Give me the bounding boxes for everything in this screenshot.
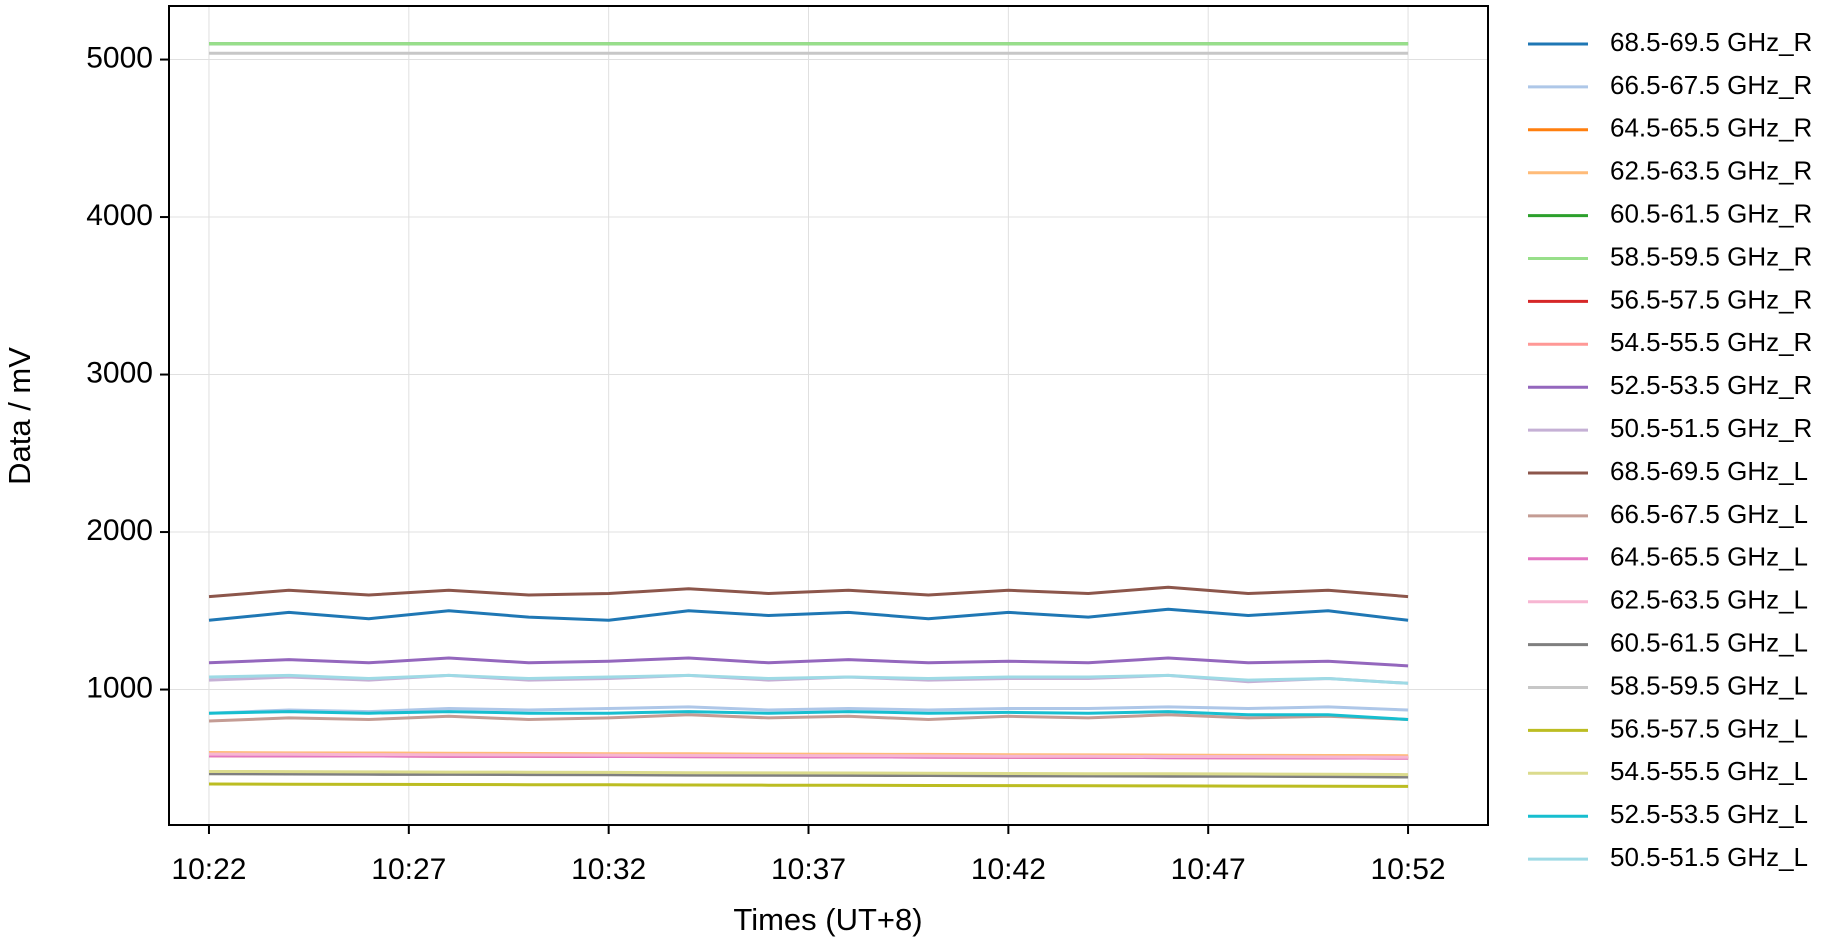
x-tick-label: 10:32 xyxy=(571,853,646,886)
legend-label: 60.5-61.5 GHz_L xyxy=(1610,627,1808,657)
y-tick-label: 1000 xyxy=(86,671,153,704)
legend-label: 68.5-69.5 GHz_R xyxy=(1610,27,1812,57)
y-axis-title: Data / mV xyxy=(2,347,37,485)
x-tick-label: 10:22 xyxy=(171,853,246,886)
x-tick-label: 10:52 xyxy=(1371,853,1446,886)
legend-label: 66.5-67.5 GHz_L xyxy=(1610,499,1808,529)
legend-label: 64.5-65.5 GHz_R xyxy=(1610,113,1812,143)
legend-label: 66.5-67.5 GHz_R xyxy=(1610,70,1812,100)
x-axis-title: Times (UT+8) xyxy=(733,902,922,937)
legend-label: 62.5-63.5 GHz_L xyxy=(1610,585,1808,615)
legend-label: 64.5-65.5 GHz_L xyxy=(1610,542,1808,572)
series-line xyxy=(208,656,1409,668)
series-line xyxy=(208,752,1409,759)
legend-label: 58.5-59.5 GHz_L xyxy=(1610,670,1808,700)
legend-label: 62.5-63.5 GHz_R xyxy=(1610,156,1812,186)
series-line xyxy=(208,673,1409,685)
legend-label: 50.5-51.5 GHz_L xyxy=(1610,842,1808,872)
series-line xyxy=(208,607,1409,622)
legend-label: 52.5-53.5 GHz_L xyxy=(1610,799,1808,829)
legend-label: 58.5-59.5 GHz_R xyxy=(1610,241,1812,271)
legend-label: 56.5-57.5 GHz_L xyxy=(1610,713,1808,743)
x-tick-label: 10:47 xyxy=(1171,853,1246,886)
series-line xyxy=(208,705,1409,715)
series-line xyxy=(208,770,1409,777)
legend-label: 50.5-51.5 GHz_R xyxy=(1610,413,1812,443)
legend-label: 60.5-61.5 GHz_R xyxy=(1610,198,1812,228)
series-line xyxy=(208,585,1409,599)
y-tick-label: 5000 xyxy=(86,41,153,74)
y-tick-label: 2000 xyxy=(86,514,153,547)
series-line xyxy=(208,782,1409,788)
legend-label: 54.5-55.5 GHz_R xyxy=(1610,327,1812,357)
plot-frame xyxy=(168,5,1489,826)
x-tick-label: 10:27 xyxy=(371,853,446,886)
legend-label: 52.5-53.5 GHz_R xyxy=(1610,370,1812,400)
y-tick-label: 3000 xyxy=(86,356,153,389)
legend-label: 68.5-69.5 GHz_L xyxy=(1610,456,1808,486)
x-tick-label: 10:37 xyxy=(771,853,846,886)
legend-label: 56.5-57.5 GHz_R xyxy=(1610,284,1812,314)
legend-label: 54.5-55.5 GHz_L xyxy=(1610,756,1808,786)
series-line xyxy=(208,772,1409,779)
series-line xyxy=(208,713,1409,723)
y-tick-label: 4000 xyxy=(86,199,153,232)
series-line xyxy=(208,710,1409,721)
x-tick-label: 10:42 xyxy=(971,853,1046,886)
